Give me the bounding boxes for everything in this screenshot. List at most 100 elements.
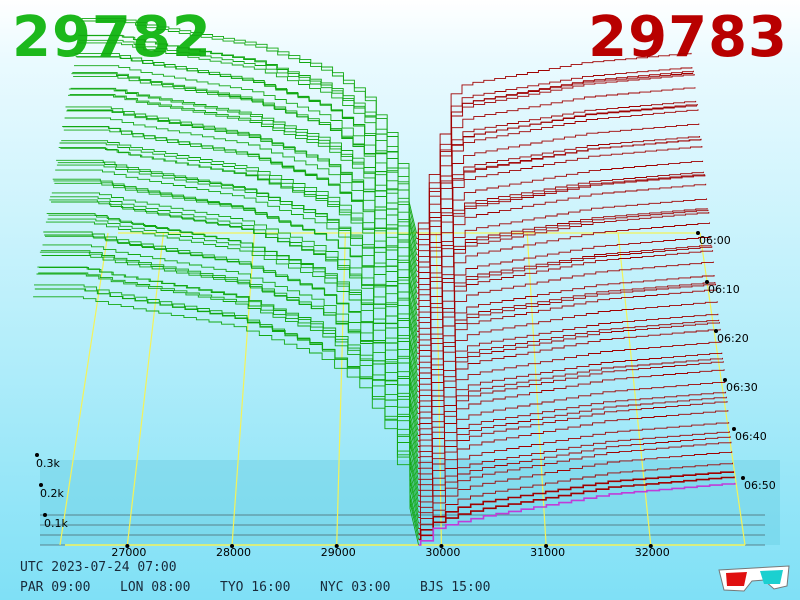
ask-depth-line [418,369,725,469]
city-time-tyo: TYO 16:00 [220,580,291,595]
price-tick-marker [439,544,444,548]
bid-depth-line [45,221,419,464]
ask-depth-line [417,261,714,393]
ask-depth-line [418,422,730,502]
price-tick-label: 29000 [321,546,356,559]
ask-depth-line [417,244,712,376]
3d-glasses-icon[interactable] [716,564,792,594]
bid-depth-line [56,159,419,398]
city-time-lon: LON 08:00 [120,580,191,595]
price-tick-marker [334,544,339,548]
ask-depth-line [418,482,736,546]
price-tick-label: 30000 [425,546,460,559]
ask-depth-line [418,352,723,453]
ask-depth-line [418,471,735,535]
time-tick-label: 06:40 [735,430,767,443]
price-tick-marker [125,544,130,548]
depth-tick-label: 0.3k [36,457,60,470]
depth-tick-marker [39,483,43,487]
ask-depth-line [417,208,708,349]
bid-depth-line [74,65,418,283]
ask-depth-line [417,328,721,442]
bid-depth-line [71,73,418,299]
ask-depth-line [418,462,733,530]
city-time-bjs: BJS 15:00 [420,580,491,595]
time-tick-marker [705,280,709,284]
depth-tick-marker [43,513,47,517]
bid-depth-line [65,106,418,338]
bid-depth-line [81,17,417,234]
ask-depth-line [417,160,704,316]
ask-depth-line [418,401,728,491]
bid-depth-line [64,117,418,343]
ask-depth-line [418,410,729,497]
ask-depth-line [418,381,726,475]
ask-depth-line [416,87,696,261]
ask-depth-line [418,357,723,458]
ask-depth-line [417,209,709,354]
ask-depth-line [417,250,714,387]
ask-price: 29783 [588,5,788,70]
grid-line [336,232,346,546]
bid-depth-line [43,231,419,480]
time-tick-label: 06:50 [744,479,776,492]
bid-depth-line [58,147,418,381]
price-tick-marker [544,544,549,548]
time-tick-marker [732,427,736,431]
ask-depth-line [418,451,733,524]
ask-depth-line [418,341,722,447]
ask-depth-line [416,100,697,267]
bid-depth-line [37,266,419,518]
ask-depth-line [416,109,699,283]
ask-depth-line [417,212,710,360]
bid-depth-line [49,199,419,442]
price-tick-label: 27000 [111,546,146,559]
ask-depth-line [417,246,713,382]
time-tick-label: 06:20 [717,332,749,345]
depth-tick-label: 0.1k [44,517,68,530]
bid-depth-line [34,284,420,540]
ask-depth-line [416,136,701,294]
grid-line [126,232,165,546]
time-tick-marker [723,378,727,382]
bid-depth-line [33,296,420,546]
time-tick-marker [714,329,718,333]
ask-depth-line [416,52,692,234]
price-tick-label: 28000 [216,546,251,559]
bid-depth-line [80,20,417,239]
depth-tick-marker [35,453,39,457]
grid-line [59,232,109,546]
bid-depth-line [77,42,418,261]
bid-depth-line [36,273,419,524]
time-tick-label: 06:30 [726,381,758,394]
bid-price: 29782 [12,5,212,70]
time-tick-marker [741,476,745,480]
price-tick-label: 32000 [635,546,670,559]
bid-depth-line [78,34,418,256]
ask-depth-line [417,222,710,365]
bid-depth-line [55,169,419,403]
ask-depth-line [417,282,716,404]
ask-depth-line [418,441,732,519]
ask-depth-line [418,431,730,508]
city-time-par: PAR 09:00 [20,580,91,595]
ask-depth-line [417,183,707,338]
ask-depth-line [416,70,694,250]
bid-depth-line [61,140,418,365]
ask-depth-line [418,476,735,541]
ask-depth-line [418,391,727,480]
price-tick-marker [230,544,235,548]
bid-depth-line [68,94,418,321]
ask-depth-line [417,174,705,327]
ask-depth-line [417,322,720,436]
grid-line [617,232,652,546]
ask-depth-line [417,171,704,322]
ask-depth-line [417,275,715,398]
ask-depth-line [417,146,703,311]
bid-depth-line [51,192,419,425]
bid-depth-line [59,142,418,376]
depth-tick-label: 0.2k [40,487,64,500]
ask-depth-line [417,301,718,420]
city-time-nyc: NYC 03:00 [320,580,391,595]
